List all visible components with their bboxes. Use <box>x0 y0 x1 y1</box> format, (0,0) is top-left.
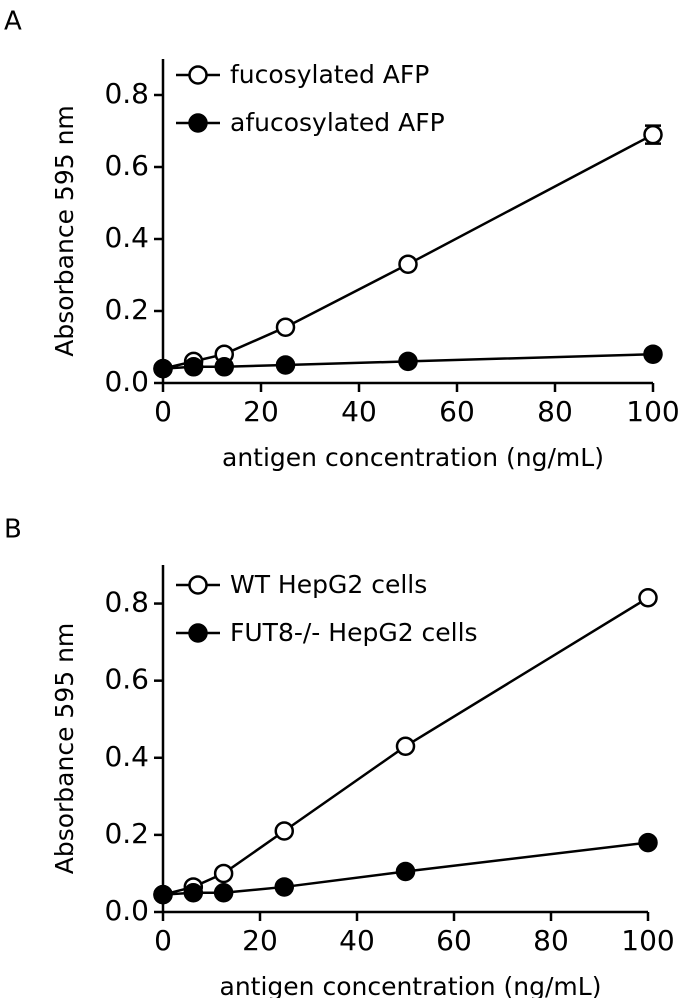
panel-label: B <box>4 515 22 545</box>
legend-marker <box>188 113 208 133</box>
data-point <box>398 351 418 372</box>
data-point <box>274 821 294 841</box>
y-tick-label: 0.8 <box>104 77 149 110</box>
data-point <box>213 882 234 903</box>
x-tick-label: 0 <box>154 395 172 428</box>
x-tick-label: 100 <box>621 924 674 957</box>
series <box>153 832 658 905</box>
y-tick-label: 0.0 <box>104 894 149 927</box>
data-point <box>638 832 658 853</box>
data-point <box>275 355 296 375</box>
data-point <box>395 861 416 882</box>
y-axis-title: Absorbance 595 nm <box>50 623 79 875</box>
data-point <box>183 357 204 377</box>
x-tick-label: 40 <box>339 924 375 957</box>
legend-marker <box>188 623 208 643</box>
data-point <box>643 344 663 364</box>
x-tick-label: 20 <box>242 924 278 957</box>
x-tick-label: 100 <box>626 395 679 428</box>
data-point <box>395 736 416 756</box>
data-point <box>183 882 204 903</box>
x-axis-title: antigen concentration (ng/mL) <box>220 972 602 998</box>
y-tick-label: 0.2 <box>104 817 149 850</box>
legend-label: fucosylated AFP <box>230 60 429 89</box>
x-tick-label: 60 <box>436 924 472 957</box>
data-point <box>153 884 173 905</box>
data-point <box>153 358 173 379</box>
y-tick-label: 0.6 <box>104 149 149 182</box>
legend-marker <box>188 65 208 85</box>
y-axis-title: Absorbance 595 nm <box>50 105 79 357</box>
x-tick-label: 80 <box>537 395 573 428</box>
y-tick-label: 0.4 <box>104 740 149 773</box>
data-point <box>213 863 234 884</box>
data-point <box>274 877 294 897</box>
data-point <box>643 124 663 145</box>
x-tick-label: 80 <box>533 924 569 957</box>
x-tick-label: 40 <box>341 395 377 428</box>
y-tick-label: 0.8 <box>104 586 149 619</box>
data-point <box>214 357 234 377</box>
x-tick-label: 0 <box>154 924 172 957</box>
x-tick-label: 60 <box>439 395 475 428</box>
series <box>153 124 663 379</box>
legend-label: WT HepG2 cells <box>230 570 427 599</box>
x-axis-title: antigen concentration (ng/mL) <box>222 443 604 472</box>
data-point <box>275 317 296 337</box>
legend-label: afucosylated AFP <box>230 108 445 137</box>
line <box>162 133 654 370</box>
data-point <box>638 588 658 608</box>
legend-marker <box>188 575 208 595</box>
legend-label: FUT8-/- HepG2 cells <box>230 618 478 647</box>
y-tick-label: 0.0 <box>104 365 149 398</box>
y-tick-label: 0.4 <box>104 221 149 254</box>
series <box>153 344 663 379</box>
panel-label: A <box>4 7 22 37</box>
y-tick-label: 0.6 <box>104 663 149 696</box>
data-point <box>398 254 418 274</box>
y-tick-label: 0.2 <box>104 293 149 326</box>
x-tick-label: 20 <box>243 395 279 428</box>
